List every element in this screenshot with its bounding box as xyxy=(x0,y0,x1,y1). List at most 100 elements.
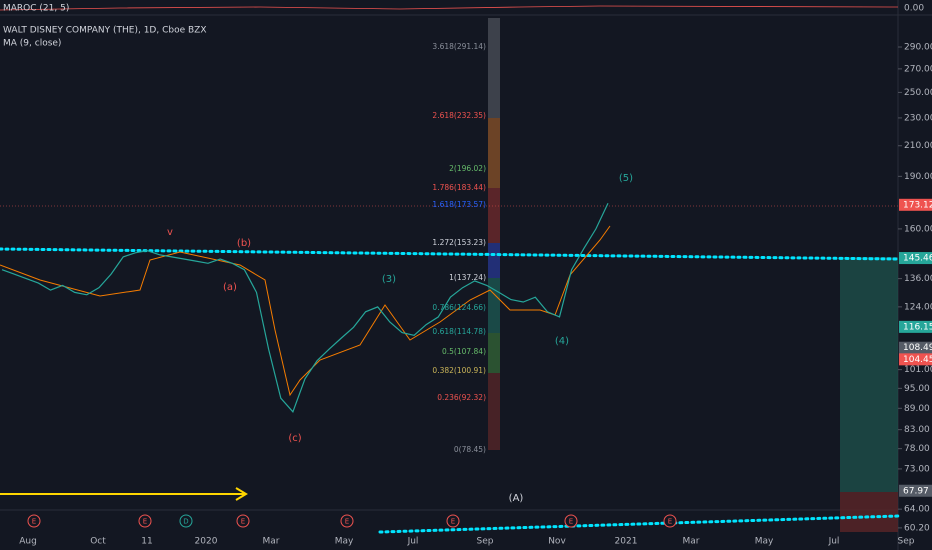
time-label: Mar xyxy=(263,537,280,547)
price-tick-label: 95.00 xyxy=(904,384,930,394)
indicator-title: MAROC (21, 5) xyxy=(3,4,69,14)
event-marker xyxy=(236,514,250,528)
time-label: Jul xyxy=(828,537,840,547)
wave-label: (A) xyxy=(509,493,524,504)
time-label: Sep xyxy=(898,537,915,547)
symbol-title: WALT DISNEY COMPANY (THE), 1D, Cboe BZX xyxy=(3,26,206,36)
fib-zone xyxy=(488,118,500,188)
price-tick-label: 136.00 xyxy=(904,274,932,284)
resistance-line xyxy=(0,247,900,261)
time-label: 11 xyxy=(141,537,152,547)
fib-label: 0.382(100.91) xyxy=(432,366,486,375)
event-label: E xyxy=(668,518,672,526)
price-tag xyxy=(899,484,932,497)
time-label: Aug xyxy=(19,537,37,547)
time-label: Oct xyxy=(90,537,106,547)
fib-label: 1.272(153.23) xyxy=(432,238,486,247)
wave-label: (c) xyxy=(288,433,301,444)
fib-label: 3.618(291.14) xyxy=(432,42,486,51)
fib-zone xyxy=(488,188,500,243)
event-label: D xyxy=(183,518,188,526)
price-tag-label: 104.45 xyxy=(903,355,932,365)
event-marker xyxy=(663,514,677,528)
price-tick-label: 250.00 xyxy=(904,88,932,98)
fib-zone xyxy=(488,18,500,118)
wave-label: (a) xyxy=(223,282,237,293)
price-tick-label: 230.00 xyxy=(904,113,932,123)
time-label: Nov xyxy=(548,537,566,547)
wave-label: v xyxy=(167,227,173,238)
event-label: E xyxy=(451,518,455,526)
time-label: May xyxy=(755,537,774,547)
price-line xyxy=(1,203,609,413)
time-label: 2020 xyxy=(195,537,218,547)
event-label: E xyxy=(32,518,36,526)
fib-label: 2(196.02) xyxy=(449,164,486,173)
price-tick-label: 60.20 xyxy=(904,523,930,533)
time-label: May xyxy=(335,537,354,547)
indicator-axis-label: 0.00 xyxy=(904,4,924,14)
price-tick-label: 124.00 xyxy=(904,302,932,312)
fib-label: 0(78.45) xyxy=(454,445,486,454)
wave-label: (5) xyxy=(619,173,633,184)
fib-label: 0.786(124.66) xyxy=(432,303,486,312)
support-line xyxy=(378,514,900,534)
fib-zone xyxy=(488,278,500,333)
price-tag-label: 145.46 xyxy=(903,254,932,264)
price-tag xyxy=(899,198,932,211)
time-label: 2021 xyxy=(615,537,638,547)
arrow-head xyxy=(235,487,248,501)
event-marker xyxy=(179,514,193,528)
fib-label: 2.618(232.35) xyxy=(432,111,486,120)
price-tag xyxy=(899,252,932,265)
price-tag xyxy=(899,320,932,333)
fib-zone xyxy=(488,333,500,373)
event-label: E xyxy=(569,518,573,526)
fib-zone xyxy=(488,243,500,278)
fib-label: 0.618(114.78) xyxy=(432,327,486,336)
price-tick-label: 160.00 xyxy=(904,224,932,234)
maroc-line xyxy=(0,5,899,11)
price-tag xyxy=(899,353,932,366)
wave-label: (4) xyxy=(555,336,569,347)
price-tick-label: 190.00 xyxy=(904,172,932,182)
time-label: Mar xyxy=(683,537,700,547)
fib-label: 0.5(107.84) xyxy=(442,347,486,356)
price-tick-label: 83.00 xyxy=(904,425,930,435)
fib-zone xyxy=(488,373,500,450)
price-tag-label: 173.12 xyxy=(903,200,932,210)
event-marker xyxy=(446,514,460,528)
price-tag-label: 67.97 xyxy=(903,486,929,496)
price-tick-label: 89.00 xyxy=(904,404,930,414)
loss-zone xyxy=(840,492,898,532)
event-marker xyxy=(564,514,578,528)
profit-zone xyxy=(840,257,898,492)
event-marker xyxy=(138,514,152,528)
time-label: Sep xyxy=(477,537,494,547)
fib-label: 0.236(92.32) xyxy=(437,393,486,402)
wave-label: (3) xyxy=(382,274,396,285)
event-label: E xyxy=(345,518,349,526)
wave-label: (b) xyxy=(237,238,251,249)
ma-line xyxy=(0,225,611,397)
ma-title: MA (9, close) xyxy=(3,39,61,49)
fib-label: 1.618(173.57) xyxy=(432,200,486,209)
event-marker xyxy=(27,514,41,528)
price-tick-label: 101.00 xyxy=(904,365,932,375)
price-tag-label: 116.15 xyxy=(903,322,932,332)
event-marker xyxy=(340,514,354,528)
time-label: Jul xyxy=(407,537,419,547)
event-label: E xyxy=(241,518,245,526)
price-tick-label: 64.00 xyxy=(904,505,930,515)
price-tag-label: 108.49 xyxy=(903,343,932,353)
fib-label: 1.786(183.44) xyxy=(432,183,486,192)
fib-label: 1(137.24) xyxy=(449,273,486,282)
price-tick-label: 73.00 xyxy=(904,464,930,474)
price-tag xyxy=(899,341,932,354)
price-tick-label: 78.00 xyxy=(904,444,930,454)
price-tick-label: 290.00 xyxy=(904,43,932,53)
price-tick-label: 270.00 xyxy=(904,64,932,74)
price-tick-label: 210.00 xyxy=(904,141,932,151)
